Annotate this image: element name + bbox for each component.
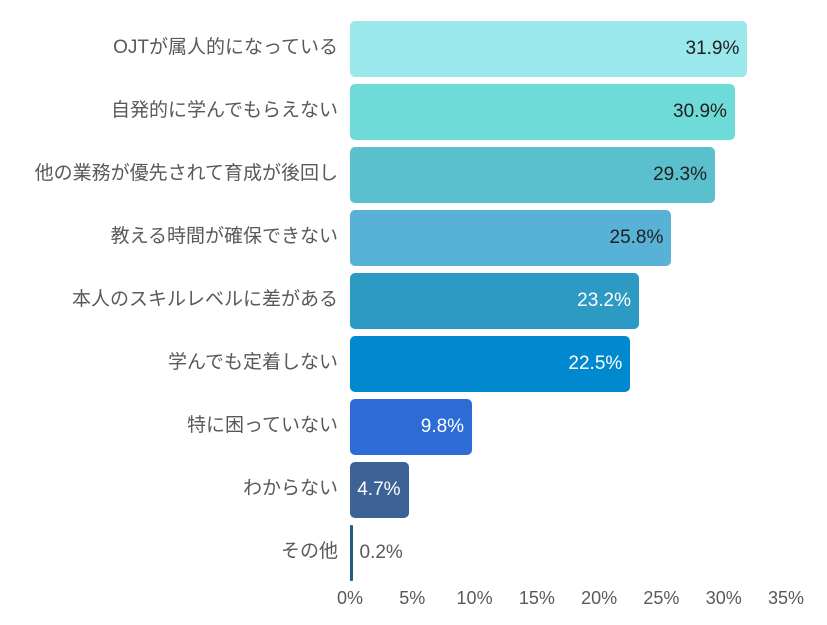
bar-row: 特に困っていない 9.8% <box>0 395 827 458</box>
x-axis-tick: 15% <box>518 588 555 608</box>
x-axis-tick: 10% <box>456 588 493 608</box>
value-label: 30.9% <box>673 100 727 122</box>
bar-row: 学んでも定着しない 22.5% <box>0 332 827 395</box>
bar <box>350 272 639 329</box>
bar <box>350 209 672 266</box>
bar-row: その他 0.2% <box>0 521 827 584</box>
bar-rows: OJTが属人的になっている 31.9% 自発的に学んでもらえない 30.9% 他… <box>0 17 827 584</box>
category-label: 他の業務が優先されて育成が後回し <box>34 163 338 185</box>
bar <box>350 398 473 455</box>
x-axis-tick: 20% <box>581 588 618 608</box>
bar-row: わからない 4.7% <box>0 458 827 521</box>
bar-area: 4.7% <box>350 461 827 518</box>
bar <box>350 461 409 518</box>
bar-area: 0.2% <box>350 524 827 581</box>
category-label: OJTが属人的になっている <box>113 37 338 59</box>
bar <box>350 83 735 140</box>
bar-area: 25.8% <box>350 209 827 266</box>
bar <box>350 146 715 203</box>
x-axis-tick: 30% <box>705 588 742 608</box>
x-axis-tick: 5% <box>399 588 426 608</box>
value-label: 31.9% <box>685 37 740 59</box>
bar-area: 30.9% <box>350 83 827 140</box>
bar-area: 22.5% <box>350 335 827 392</box>
x-axis-tick: 25% <box>643 588 680 608</box>
value-label: 23.2% <box>577 289 631 311</box>
bar-row: OJTが属人的になっている 31.9% <box>0 17 827 80</box>
category-label: 本人のスキルレベルに差がある <box>71 289 338 311</box>
bar <box>350 524 353 581</box>
bar <box>350 20 748 77</box>
x-axis-tick: 0% <box>336 588 364 608</box>
bar-row: 教える時間が確保できない 25.8% <box>0 206 827 269</box>
bar-row: 他の業務が優先されて育成が後回し 29.3% <box>0 143 827 206</box>
bar-area: 31.9% <box>350 20 827 77</box>
category-label: わからない <box>242 478 338 500</box>
category-label: 特に困っていない <box>186 415 338 437</box>
x-axis-tick: 35% <box>767 588 805 608</box>
bar-row: 自発的に学んでもらえない 30.9% <box>0 80 827 143</box>
bar <box>350 335 631 392</box>
category-label: その他 <box>280 541 338 563</box>
value-label: 0.2% <box>359 541 403 563</box>
x-axis: 0% 5% 10% 15% 20% 25% 30% 35% <box>337 586 827 614</box>
category-label: 学んでも定着しない <box>167 352 338 374</box>
value-label: 4.7% <box>357 478 401 500</box>
bar-area: 23.2% <box>350 272 827 329</box>
value-label: 22.5% <box>568 352 623 374</box>
bar-area: 29.3% <box>350 146 827 203</box>
value-label: 9.8% <box>420 415 465 437</box>
bar-area: 9.8% <box>350 398 827 455</box>
category-label: 教える時間が確保できない <box>110 226 338 248</box>
value-label: 25.8% <box>609 226 664 248</box>
category-label: 自発的に学んでもらえない <box>110 100 338 122</box>
bar-row: 本人のスキルレベルに差がある 23.2% <box>0 269 827 332</box>
value-label: 29.3% <box>653 163 707 185</box>
